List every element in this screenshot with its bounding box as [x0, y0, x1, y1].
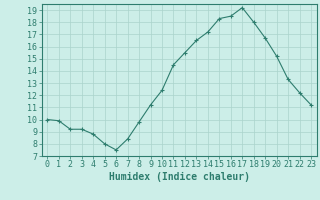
- X-axis label: Humidex (Indice chaleur): Humidex (Indice chaleur): [109, 172, 250, 182]
